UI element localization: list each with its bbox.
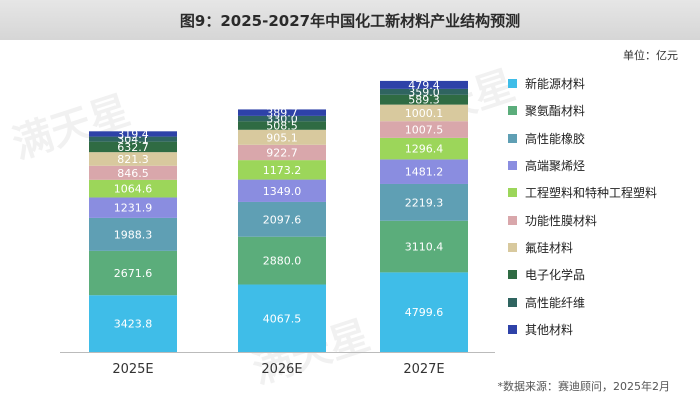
- data-label: 1000.1: [405, 107, 444, 120]
- data-label: 821.3: [117, 153, 149, 166]
- bar-segment: [89, 131, 177, 137]
- data-label: 2219.3: [405, 196, 444, 209]
- bar-segment: [238, 284, 326, 352]
- legend-label: 高性能纤维: [525, 295, 586, 310]
- bar-segment: [89, 141, 177, 153]
- data-label: 905.1: [266, 131, 298, 144]
- bar-segment: [238, 160, 326, 180]
- data-label: 632.7: [117, 141, 149, 154]
- bar-segment: [238, 121, 326, 130]
- bar-segment: [89, 179, 177, 198]
- bar-segment: [89, 197, 177, 218]
- data-label: 1064.6: [114, 183, 153, 196]
- bar-segment: [89, 217, 177, 251]
- bar-segment: [89, 250, 177, 296]
- legend-swatch: [508, 79, 517, 89]
- legend-label: 聚氨酯材料: [525, 104, 586, 119]
- bar-segment: [89, 165, 177, 180]
- legend-item: 工程塑料和特种工程塑料: [508, 179, 698, 206]
- legend-label: 其他材料: [525, 322, 574, 337]
- bar-segment: [380, 220, 468, 273]
- legend-label: 高端聚烯烃: [525, 159, 586, 174]
- legend-swatch: [508, 215, 517, 225]
- data-label: 4799.6: [405, 306, 444, 319]
- bar-segment: [238, 236, 326, 285]
- data-label: 319.4: [117, 128, 149, 141]
- data-label: 479.4: [408, 79, 440, 92]
- data-label: 2671.6: [114, 267, 153, 280]
- legend-item: 其他材料: [508, 316, 698, 343]
- data-label: 846.5: [117, 167, 149, 180]
- legend-item: 功能性膜材料: [508, 206, 698, 233]
- data-label: 1007.5: [405, 124, 444, 137]
- data-label: 389.7: [266, 107, 298, 120]
- data-label: 1296.4: [405, 143, 444, 156]
- data-label: 3110.4: [405, 241, 444, 254]
- legend-item: 高端聚烯烃: [508, 152, 698, 179]
- bar-segment: [89, 295, 177, 352]
- legend-swatch: [508, 270, 517, 280]
- legend-swatch: [508, 297, 517, 307]
- data-label: 3423.8: [114, 318, 153, 331]
- data-label: 2097.6: [263, 213, 302, 226]
- x-tick-label: 2027E: [403, 362, 444, 377]
- bar-segment: [380, 159, 468, 184]
- x-tick-label: 2025E: [112, 362, 153, 377]
- bar-segment: [380, 183, 468, 221]
- legend-swatch: [508, 133, 517, 143]
- legend-swatch: [508, 106, 517, 116]
- bar-segment: [238, 144, 326, 161]
- bar-segment: [238, 109, 326, 116]
- legend-item: 高性能纤维: [508, 288, 698, 315]
- data-label: 1988.3: [114, 228, 153, 241]
- legend-item: 氟硅材料: [508, 234, 698, 261]
- data-label: 922.7: [266, 146, 298, 159]
- legend-swatch: [508, 188, 517, 198]
- data-label: 1481.2: [405, 166, 444, 179]
- legend-swatch: [508, 324, 517, 334]
- legend-item: 聚氨酯材料: [508, 97, 698, 124]
- legend-label: 工程塑料和特种工程塑料: [525, 186, 658, 201]
- legend-label: 氟硅材料: [525, 240, 574, 255]
- legend-label: 电子化学品: [525, 268, 586, 283]
- chart-title: 图9：2025-2027年中国化工新材料产业结构预测: [179, 11, 521, 30]
- legend-label: 功能性膜材料: [525, 213, 598, 228]
- bar-segment: [380, 94, 468, 105]
- bar-segment: [380, 121, 468, 138]
- legend: 新能源材料聚氨酯材料高性能橡胶高端聚烯烃工程塑料和特种工程塑料 功能性膜材料 氟硅材…: [508, 70, 698, 343]
- bar-segment: [89, 136, 177, 142]
- bar-segment: [238, 115, 326, 122]
- data-label: 1349.0: [263, 185, 302, 198]
- bar-segment: [238, 129, 326, 145]
- data-label: 589.3: [408, 94, 440, 107]
- legend-label: 高性能橡胶: [525, 131, 586, 146]
- data-label: 359.0: [408, 86, 440, 99]
- data-label: 4067.5: [263, 312, 302, 325]
- legend-label: 新能源材料: [525, 77, 586, 92]
- bar-segment: [380, 80, 468, 89]
- bar-segment: [89, 152, 177, 166]
- legend-swatch: [508, 242, 517, 252]
- data-label: 2880.0: [263, 255, 302, 268]
- bar-segment: [380, 104, 468, 122]
- data-label: 508.5: [266, 120, 298, 133]
- legend-item: 新能源材料: [508, 70, 698, 97]
- bar-segment: [380, 272, 468, 352]
- bar-segment: [380, 137, 468, 160]
- legend-item: 电子化学品: [508, 261, 698, 288]
- data-label: 1231.9: [114, 202, 153, 215]
- source-label: *数据来源：赛迪顾问，2025年2月: [497, 380, 671, 393]
- unit-label: 单位：亿元: [623, 49, 678, 62]
- bar-segment: [238, 201, 326, 237]
- bar-segment: [238, 179, 326, 202]
- data-label: 1173.2: [263, 164, 302, 177]
- legend-item: 高性能橡胶: [508, 125, 698, 152]
- x-tick-label: 2026E: [261, 362, 302, 377]
- title-bar: 图9：2025-2027年中国化工新材料产业结构预测: [0, 0, 700, 40]
- legend-swatch: [508, 161, 517, 171]
- bar-segment: [380, 88, 468, 95]
